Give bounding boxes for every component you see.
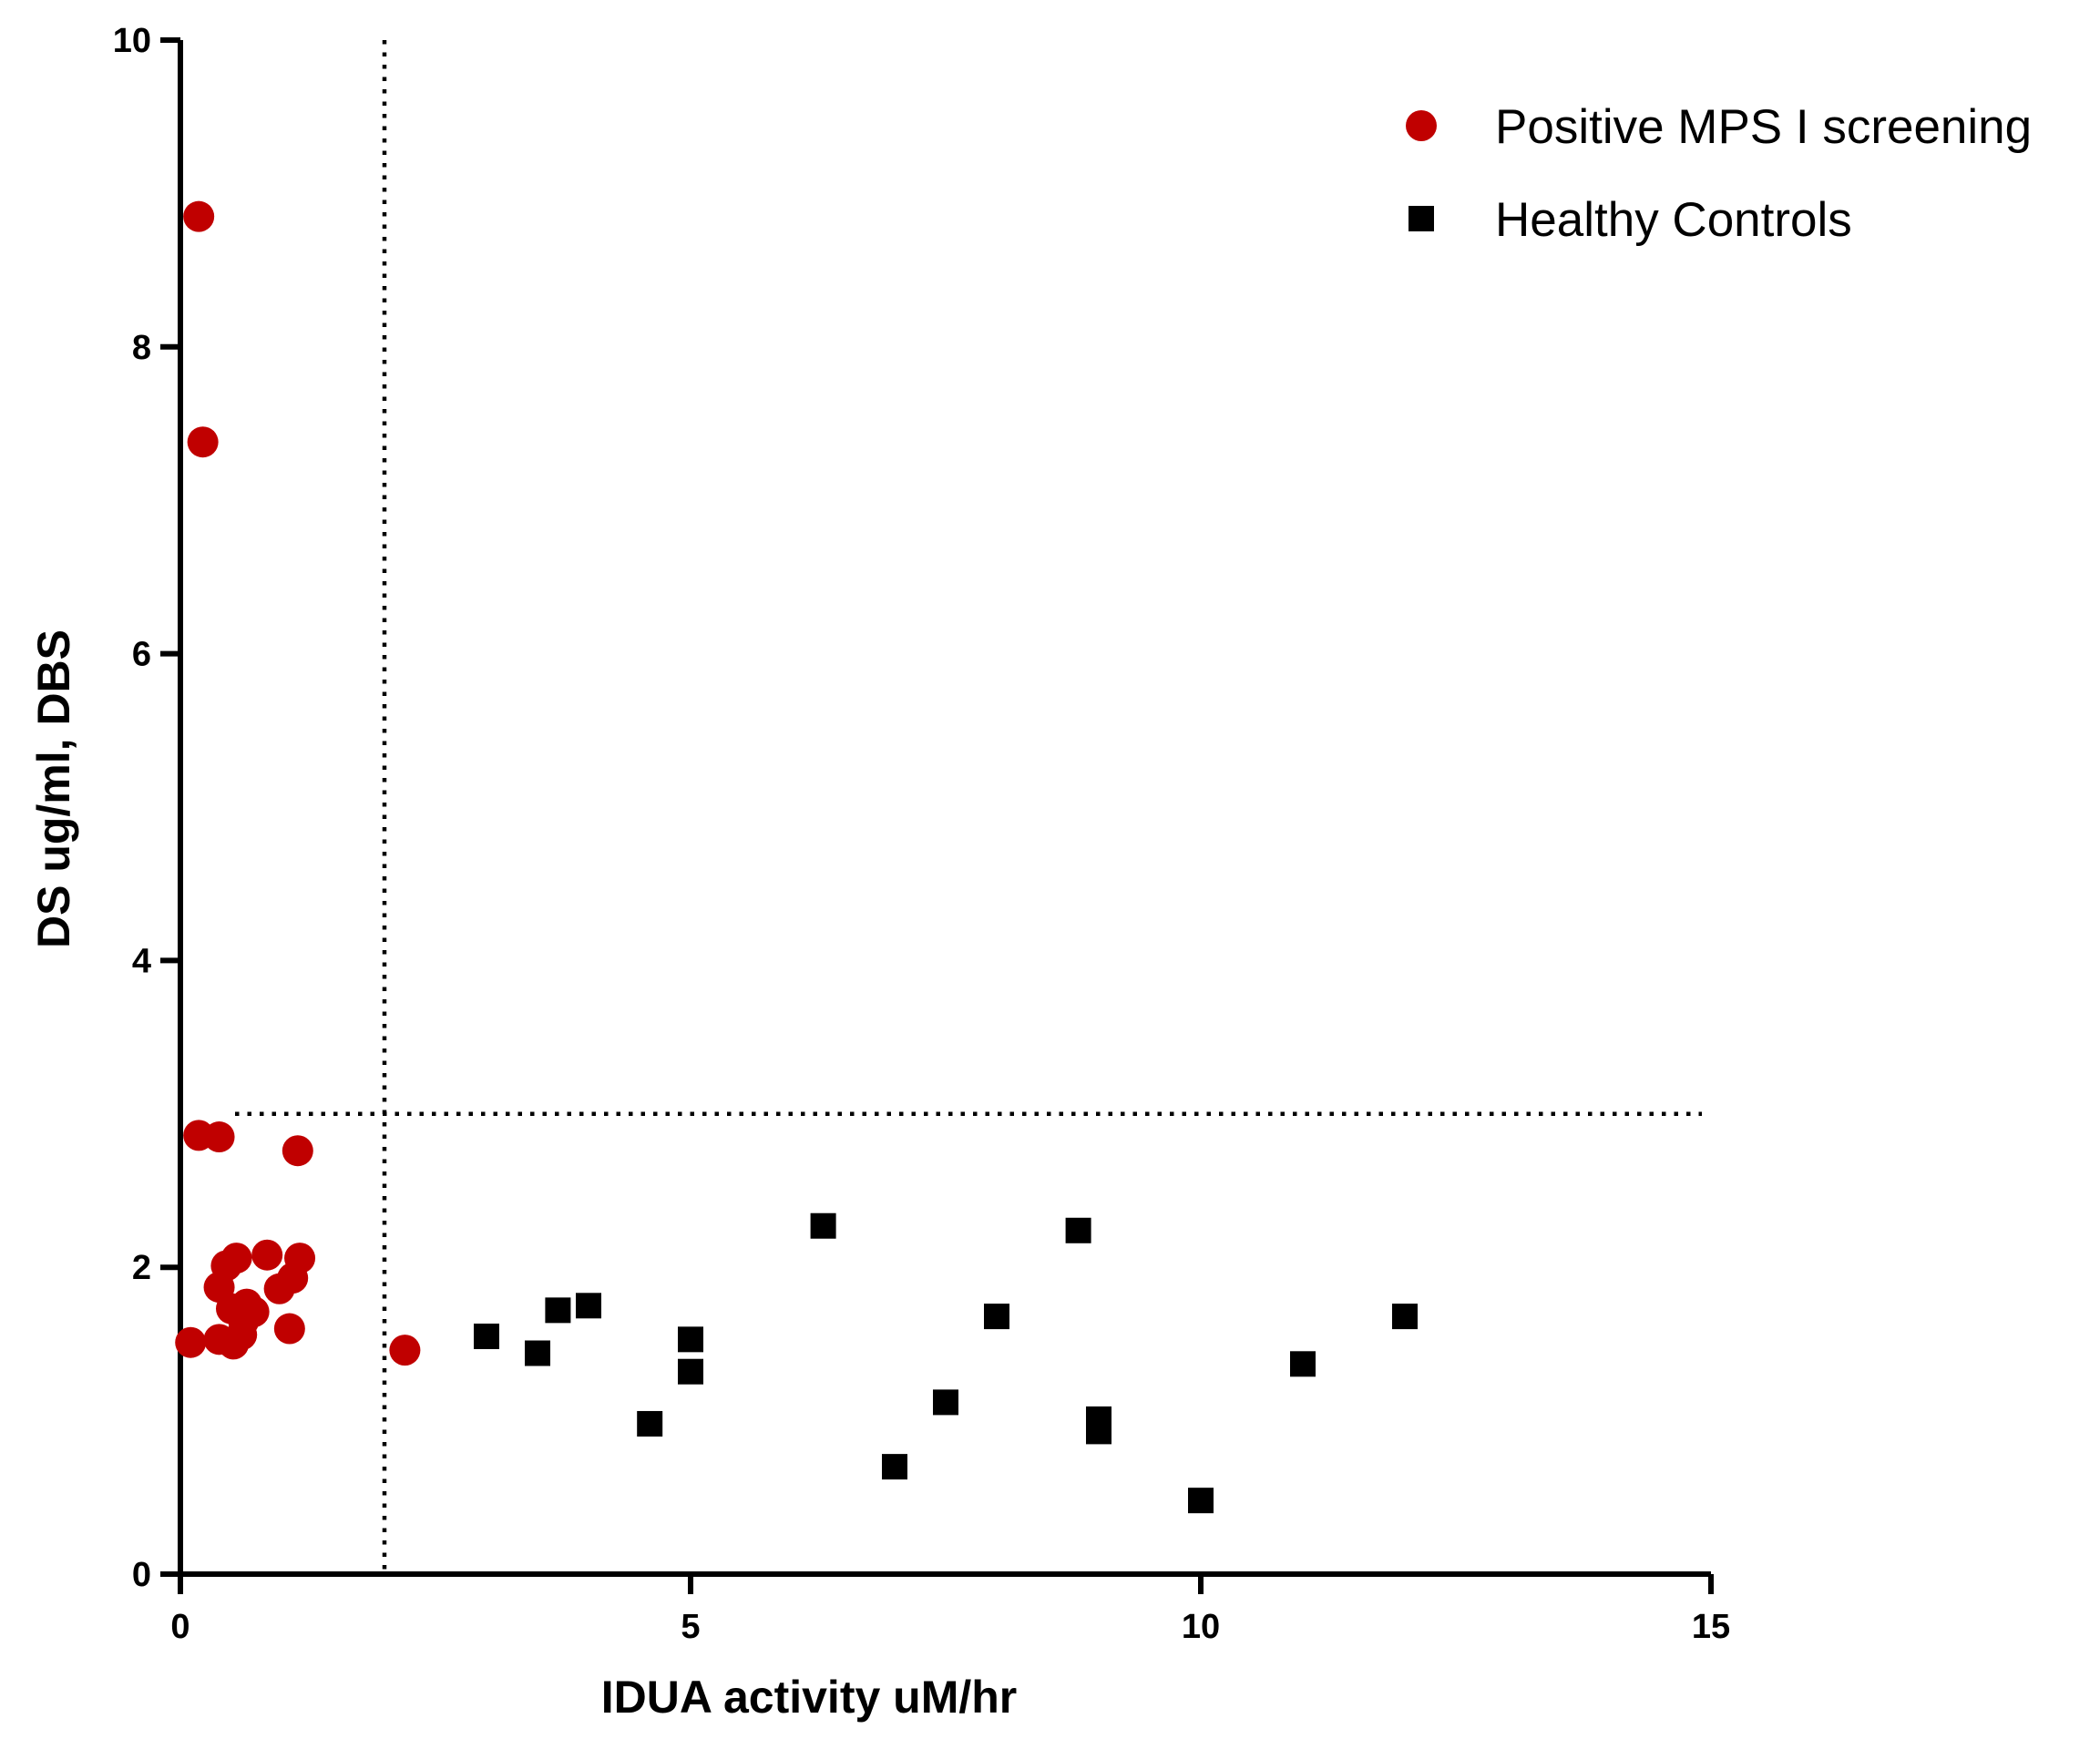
control-point [474, 1323, 499, 1349]
positive-point [263, 1273, 295, 1304]
control-point [984, 1304, 1009, 1330]
positive-point [282, 1135, 313, 1167]
positive-point [273, 1313, 305, 1345]
legend-marker-circle [1406, 110, 1437, 141]
x-tick-label: 5 [681, 1608, 700, 1646]
control-point [1188, 1488, 1214, 1514]
x-tick-label: 10 [1182, 1608, 1220, 1646]
y-axis-title: DS ug/ml, DBS [28, 629, 79, 948]
y-tick-label: 6 [132, 636, 151, 674]
y-tick-label: 4 [132, 942, 151, 980]
control-point [1392, 1304, 1418, 1330]
control-point [678, 1326, 703, 1353]
legend-label: Healthy Controls [1495, 193, 1852, 247]
control-point [525, 1340, 550, 1366]
reference-lines [235, 40, 1702, 1574]
control-point [1065, 1217, 1091, 1243]
positive-point [251, 1239, 283, 1271]
x-axis-title: IDUA activity uM/hr [601, 1672, 1018, 1723]
legend-marker-square [1409, 206, 1434, 231]
ticks: 0 5 10 15 0 2 4 6 8 10 [113, 22, 1730, 1646]
data-points [175, 200, 1418, 1514]
legend-label: Positive MPS I screening [1495, 100, 2032, 154]
y-tick-label: 10 [113, 22, 151, 60]
control-point [545, 1297, 571, 1324]
control-point [882, 1454, 907, 1480]
control-point [810, 1212, 836, 1239]
control-point [1086, 1418, 1111, 1445]
legend: Positive MPS I screening Healthy Controls [1406, 100, 2032, 247]
control-point [1290, 1351, 1316, 1377]
y-tick-label: 2 [132, 1249, 151, 1287]
x-tick-label: 15 [1692, 1608, 1730, 1646]
positive-point [175, 1326, 207, 1358]
positive-point [218, 1328, 250, 1360]
axes [178, 40, 1711, 1577]
control-point [576, 1293, 601, 1319]
control-point [637, 1410, 663, 1437]
control-point [678, 1358, 703, 1385]
positive-point [183, 200, 215, 232]
x-tick-label: 0 [170, 1608, 190, 1646]
positive-point [203, 1121, 235, 1153]
control-point [933, 1389, 958, 1416]
positive-point [187, 426, 219, 458]
y-tick-label: 0 [132, 1556, 151, 1594]
y-tick-label: 8 [132, 329, 151, 367]
positive-point [389, 1335, 421, 1366]
